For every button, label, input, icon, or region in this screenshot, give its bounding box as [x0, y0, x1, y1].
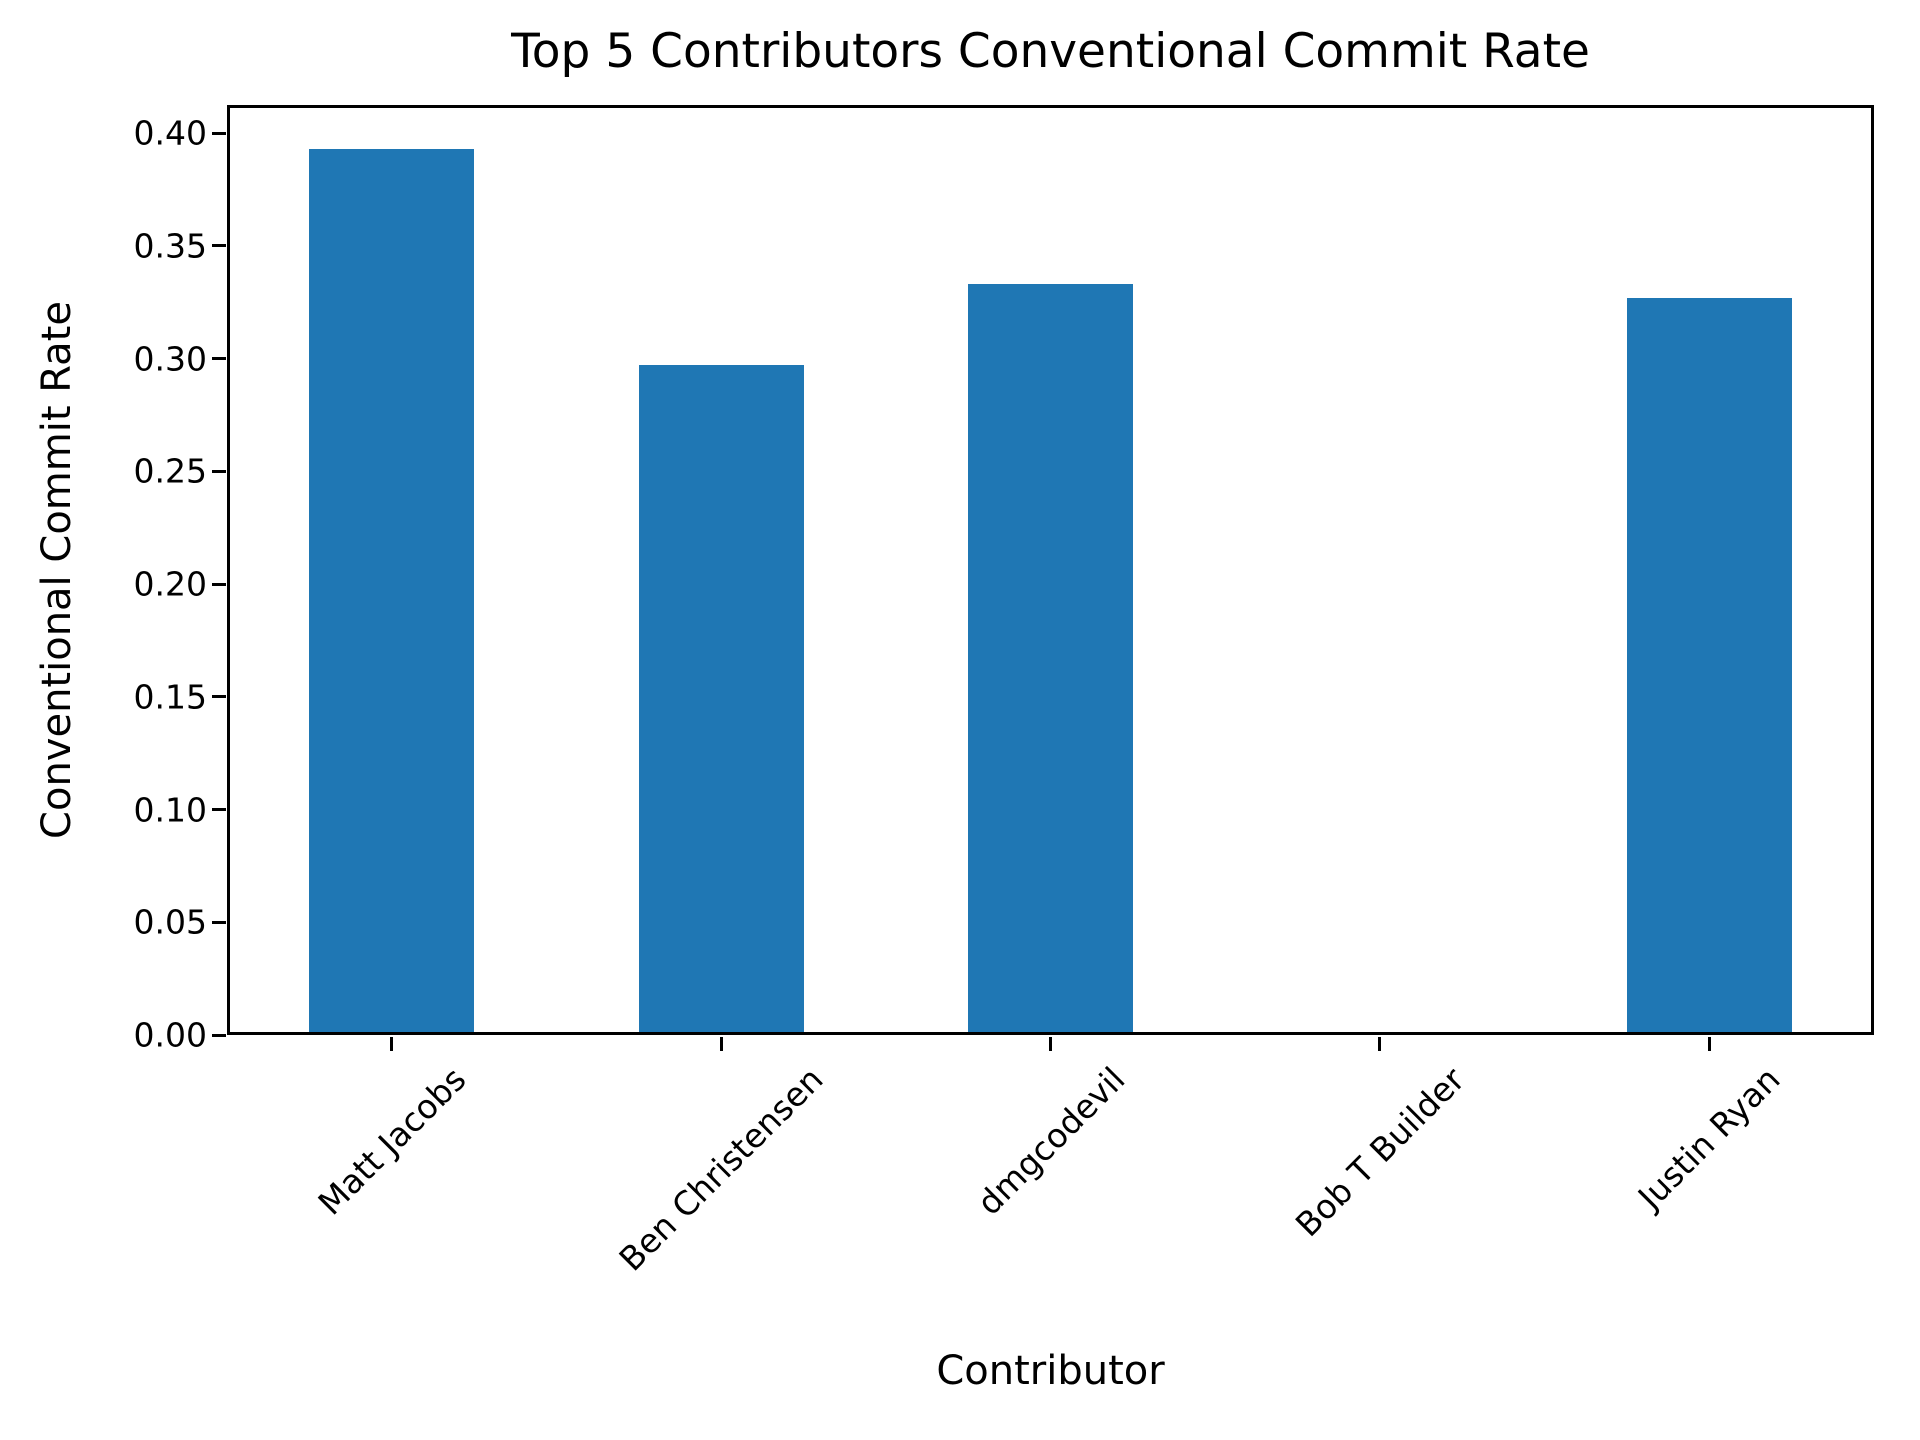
x-tick-label-bob-t-builder: Bob T Builder [1287, 1059, 1473, 1245]
y-tick-label: 0.00 [133, 1015, 207, 1055]
bar-ben-christensen [639, 365, 804, 1035]
y-tick-label: 0.30 [133, 339, 207, 379]
y-tick-mark [211, 1033, 226, 1037]
y-tick-label: 0.40 [133, 113, 207, 153]
y-tick-label: 0.10 [133, 790, 207, 830]
x-axis-label: Contributor [936, 1348, 1165, 1394]
x-tick-mark [1707, 1036, 1711, 1051]
y-tick-mark [211, 469, 226, 473]
x-tick-mark [719, 1036, 723, 1051]
x-tick-mark [1378, 1036, 1382, 1051]
x-tick-label-dmgcodevil: dmgcodevil [969, 1059, 1132, 1223]
y-tick-mark [211, 131, 226, 135]
y-tick-mark [211, 582, 226, 586]
y-axis-label: Conventional Commit Rate [34, 301, 80, 839]
chart-title: Top 5 Contributors Conventional Commit R… [511, 24, 1590, 79]
y-tick-label: 0.05 [133, 902, 207, 942]
x-tick-mark [390, 1036, 394, 1051]
y-tick-label: 0.25 [133, 451, 207, 491]
bar-justin-ryan [1627, 298, 1792, 1035]
bar-dmgcodevil [968, 284, 1133, 1035]
x-tick-label-matt-jacobs: Matt Jacobs [310, 1059, 474, 1223]
x-tick-label-ben-christensen: Ben Christensen [611, 1059, 831, 1279]
y-tick-mark [211, 808, 226, 812]
bar-matt-jacobs [309, 149, 474, 1035]
x-tick-mark [1049, 1036, 1052, 1051]
y-tick-label: 0.35 [133, 226, 207, 266]
plot-area [227, 105, 1874, 1035]
y-tick-mark [211, 357, 226, 361]
y-tick-label: 0.20 [133, 564, 207, 604]
y-tick-mark [211, 920, 226, 924]
y-tick-mark [211, 244, 226, 248]
y-tick-mark [211, 695, 226, 699]
y-tick-label: 0.15 [133, 677, 207, 717]
x-tick-label-justin-ryan: Justin Ryan [1630, 1059, 1788, 1217]
